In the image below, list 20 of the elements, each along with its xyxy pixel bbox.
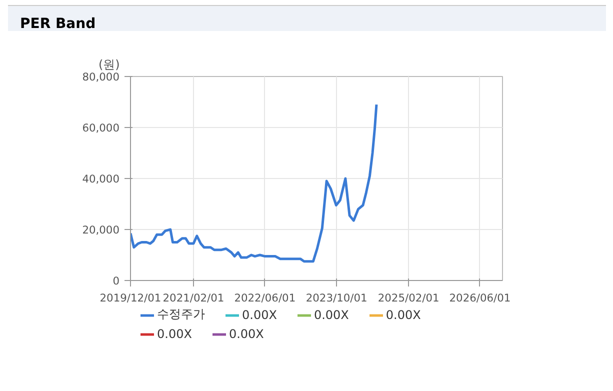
chart-title: PER Band — [20, 15, 96, 34]
x-tick-label: 2021/02/01 — [162, 292, 224, 304]
x-tick-label: 2025/02/01 — [378, 292, 440, 304]
legend-label: 0.00X — [314, 308, 349, 322]
y-tick-label: 80,000 — [82, 70, 120, 84]
x-tick-label: 2026/06/01 — [449, 292, 511, 304]
y-tick-label: 0 — [112, 274, 120, 288]
line-series — [130, 103, 378, 263]
y-axis-title: (원) — [98, 58, 120, 72]
legend-label: 0.00X — [228, 327, 264, 341]
legend-label: 0.00X — [157, 327, 192, 341]
y-tick-label: 60,000 — [82, 122, 120, 134]
y-tick-label: 40,000 — [82, 172, 120, 186]
legend-label: 0.00X — [386, 308, 421, 322]
legend-label: 수정주가 — [157, 306, 205, 323]
x-tick-label: 2022/06/01 — [234, 292, 296, 304]
x-tick-label: 2023/10/01 — [306, 292, 368, 304]
x-tick-label: 2019/12/01 — [100, 292, 162, 304]
legend-label: 0.00X — [242, 308, 277, 322]
y-tick-label: 20,000 — [82, 224, 120, 236]
